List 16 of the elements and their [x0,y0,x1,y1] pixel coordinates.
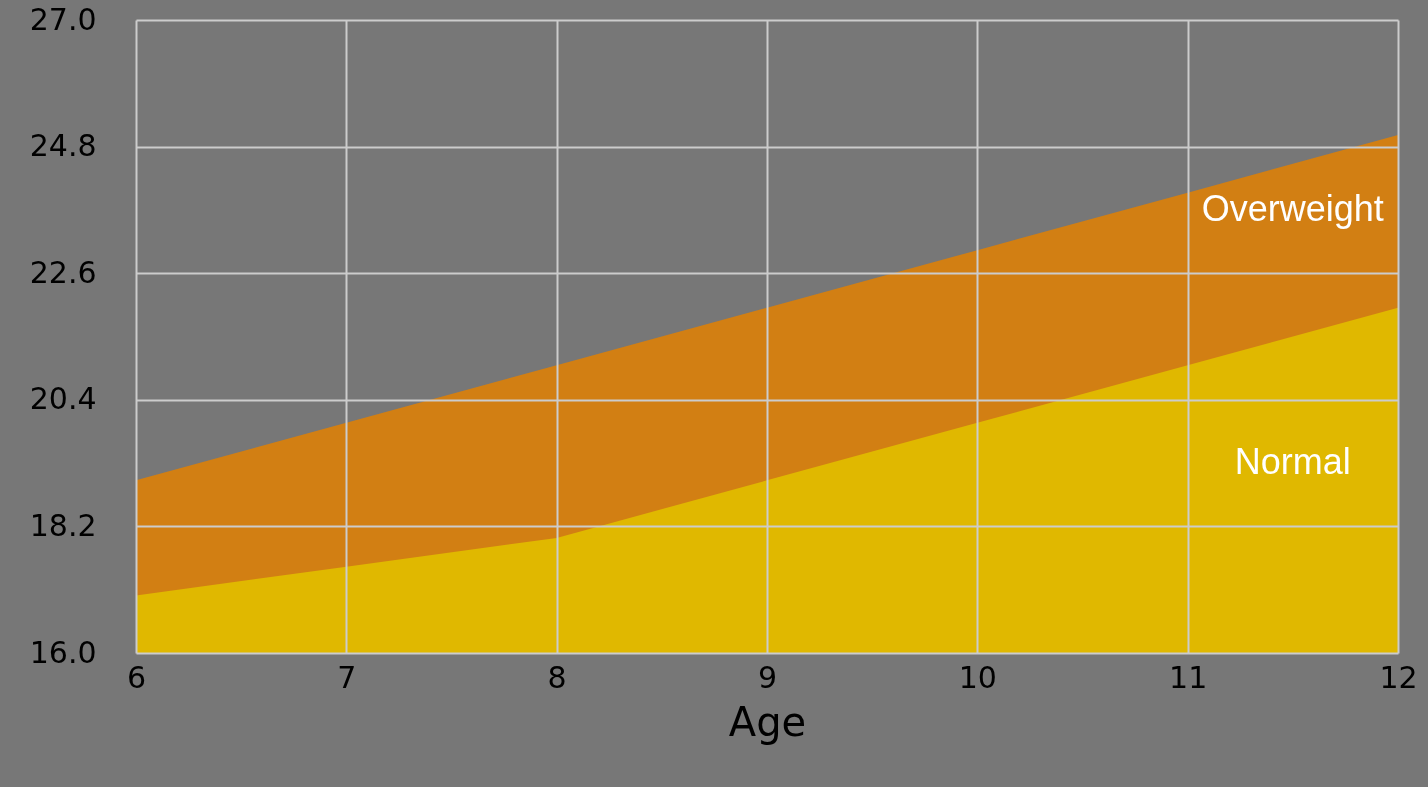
x-tick-label: 7 [337,659,357,695]
x-tick-label: 8 [547,659,567,695]
x-tick-label: 11 [1169,659,1208,695]
x-tick-label: 6 [126,659,147,695]
x-tick-label: 10 [958,659,997,695]
x-tick-label: 9 [757,659,778,695]
series-label: Overweight [1201,187,1384,229]
x-tick-label: 12 [1379,659,1418,695]
y-tick-label: 22.6 [29,254,97,290]
y-tick-label: 18.2 [29,507,97,543]
y-tick-label: 20.4 [29,381,97,417]
y-tick-label: 24.8 [29,128,97,164]
y-tick-label: 16.0 [29,634,97,670]
y-tick-label: 27.0 [29,1,97,37]
series-label: Normal [1234,441,1351,483]
x-axis-title: Age [728,698,807,745]
